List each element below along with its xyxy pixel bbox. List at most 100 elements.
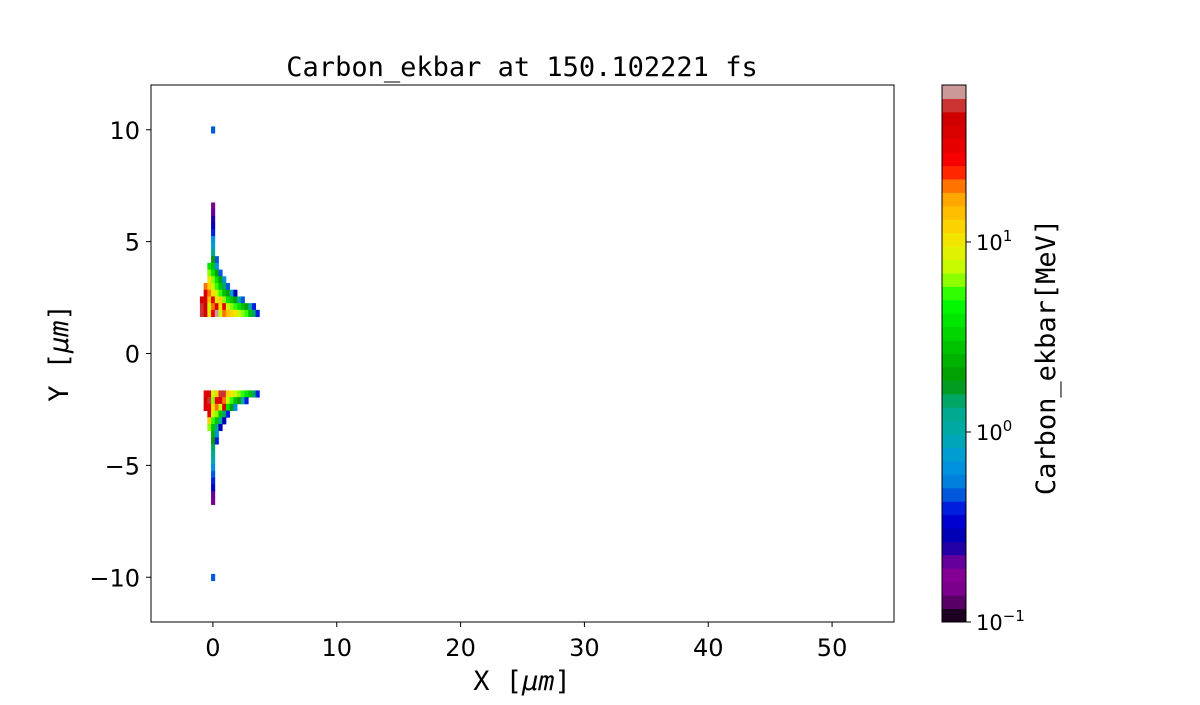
heatmap-cell [199, 296, 205, 304]
heatmap-cell [233, 397, 238, 405]
heatmap-cell [207, 423, 212, 432]
heatmap-cell [251, 309, 257, 317]
heatmap-cell [211, 309, 216, 317]
heatmap-cell [244, 390, 249, 398]
heatmap-cell [211, 491, 216, 499]
colorbar-band [942, 420, 966, 435]
colorbar-band [942, 541, 966, 556]
x-tick-label: 40 [693, 634, 724, 662]
heatmap-cell [211, 296, 216, 304]
colorbar-band [942, 608, 966, 623]
heatmap-cell [211, 423, 216, 432]
heatmap-cell [229, 390, 234, 398]
heatmap-cell [207, 296, 212, 304]
heatmap-cell [207, 309, 212, 317]
x-tick-label: 10 [321, 634, 352, 662]
heatmap-cell [214, 417, 219, 425]
colorbar-band [942, 447, 966, 462]
colorbar-band [942, 111, 966, 126]
colorbar-band [942, 380, 966, 395]
heatmap-cell [207, 417, 212, 425]
heatmap-cell [222, 303, 227, 311]
colorbar-band [942, 232, 966, 247]
y-tick-label: 0 [125, 341, 140, 369]
heatmap-cell [211, 450, 216, 458]
heatmap-cell [233, 296, 238, 304]
y-tick-label: −5 [105, 452, 140, 480]
heatmap-cell [240, 397, 245, 405]
heatmap-cell [229, 303, 234, 311]
heatmap-cell [211, 126, 216, 134]
colorbar-band [942, 554, 966, 569]
heatmap-cell [222, 410, 227, 418]
heatmap-cell [211, 437, 216, 445]
heatmap-cell [218, 309, 223, 317]
colorbar-ticks: 10−1 100 101 [966, 227, 1025, 635]
colorbar-band [942, 581, 966, 596]
heatmap-cell [211, 477, 216, 485]
heatmap-cell [218, 283, 223, 291]
heatmap-cell [225, 283, 231, 291]
heatmap-cell [218, 276, 223, 284]
heatmap-cell [222, 283, 227, 291]
heatmap-cell [199, 303, 205, 311]
x-tick-label: 0 [205, 634, 220, 662]
colorbar-band [942, 393, 966, 408]
colorbar-band [942, 501, 966, 516]
heatmap-cell [207, 390, 212, 398]
colorbar-tick-label: 101 [976, 227, 1012, 255]
colorbar-band [942, 272, 966, 287]
heatmap-cell [211, 410, 216, 418]
heatmap-cell [211, 390, 216, 398]
heatmap-cell [211, 222, 216, 230]
heatmap-cell [203, 283, 208, 291]
heatmap-cell [214, 430, 219, 438]
heatmap-cell [203, 309, 208, 317]
heatmap-cell [214, 403, 219, 411]
colorbar-band [942, 568, 966, 583]
heatmap-cell [214, 410, 219, 418]
colorbar-band [942, 286, 966, 301]
heatmap-cell [211, 464, 216, 472]
heatmap-cell [214, 276, 219, 284]
colorbar-band [942, 514, 966, 529]
heatmap-cell [255, 309, 260, 317]
heatmap-cell [218, 410, 223, 418]
heatmap-cell [222, 309, 227, 317]
heatmap-cell [211, 229, 216, 237]
colorbar-label: Carbon_ekbar[MeV] [1031, 219, 1062, 495]
y-axis: 10 5 0 −5 −10 [89, 117, 151, 592]
colorbar-frame [941, 84, 967, 623]
heatmap-cell [229, 403, 234, 411]
heatmap-cell [218, 397, 223, 405]
heatmap-cell [240, 309, 245, 317]
heatmap-cell [248, 309, 253, 317]
colorbar-band [942, 474, 966, 489]
heatmap-cell [225, 289, 231, 297]
heatmap-cell [211, 397, 216, 405]
heatmap-cell [214, 303, 219, 311]
heatmap-cell [233, 289, 238, 297]
heatmap-cell [203, 289, 208, 297]
heatmap-cell [211, 470, 216, 479]
chart-title: Carbon_ekbar at 150.102221 fs [286, 52, 757, 83]
heatmap-cell [229, 289, 234, 297]
colorbar-band [942, 460, 966, 475]
heatmap-cell [207, 283, 212, 291]
heatmap-cell [240, 390, 245, 398]
heatmap-cell [211, 403, 216, 411]
heatmap-cell [211, 209, 216, 217]
heatmap-cell [214, 262, 219, 270]
heatmap-cell [244, 303, 249, 311]
heatmap-cell [214, 256, 219, 264]
heatmap-cell [207, 262, 212, 270]
plot-area-frame [150, 84, 895, 623]
heatmap-cell [244, 309, 249, 317]
heatmap-cell [251, 303, 257, 311]
heatmap-cell [203, 397, 208, 405]
heatmap-cell [207, 397, 212, 405]
x-tick-label: 50 [817, 634, 848, 662]
heatmap-cell [225, 309, 231, 317]
heatmap-cell [214, 437, 219, 445]
colorbar-band [942, 595, 966, 610]
